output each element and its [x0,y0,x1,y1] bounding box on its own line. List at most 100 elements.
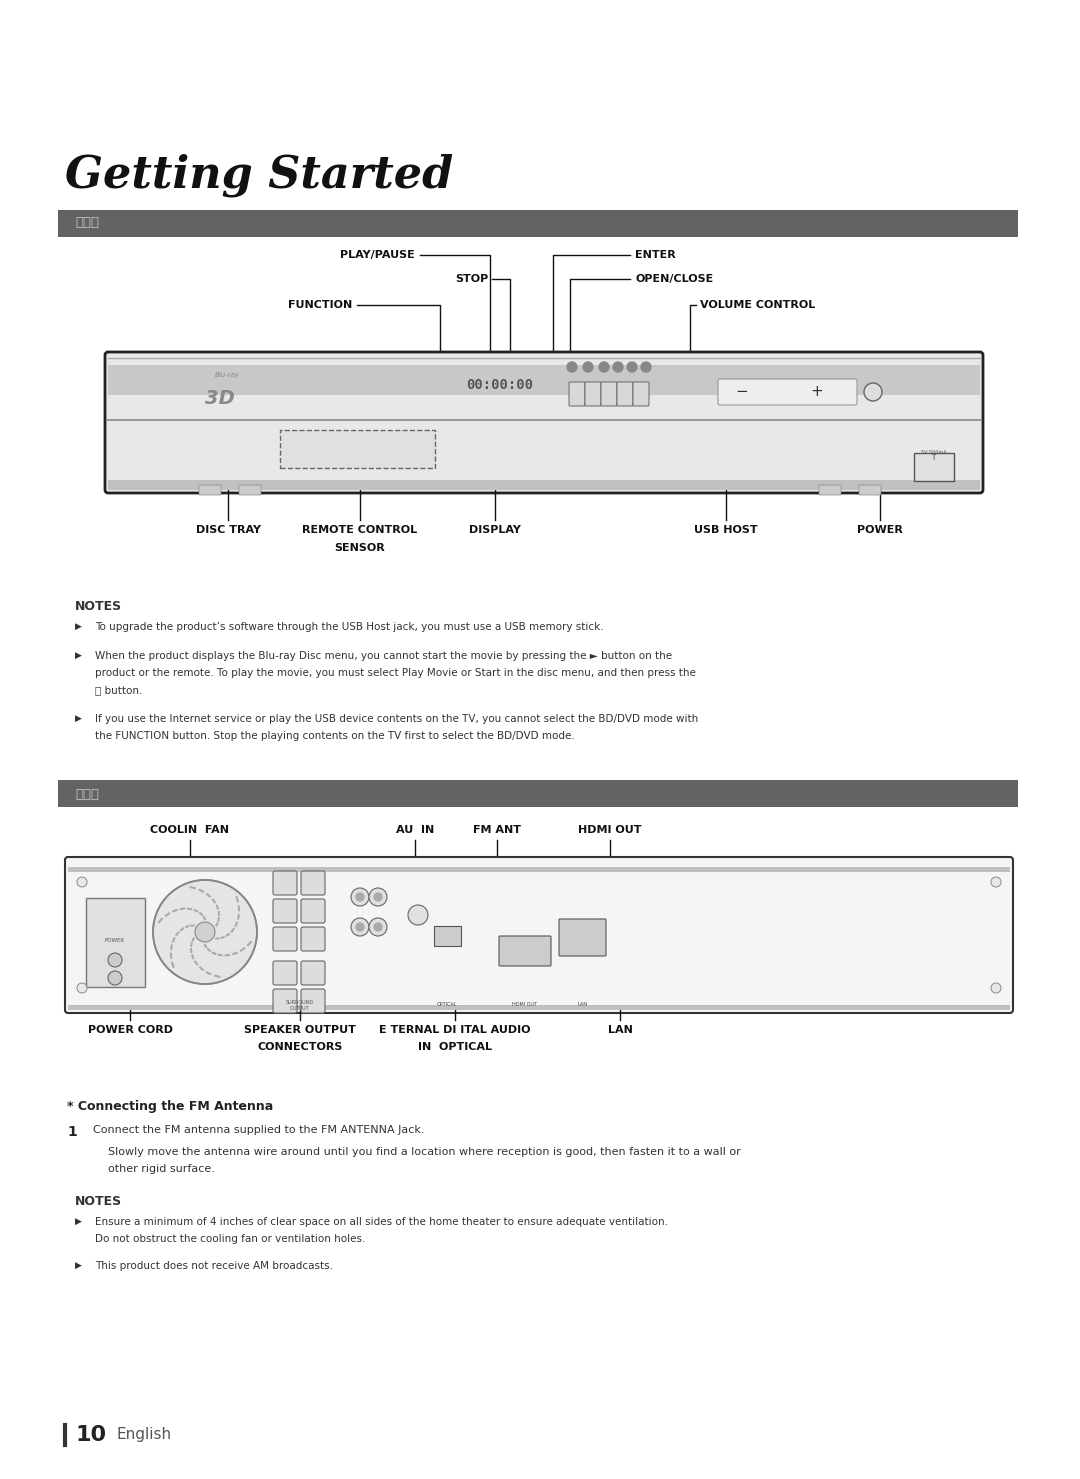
Text: PLAY/PAUSE: PLAY/PAUSE [340,250,415,260]
FancyBboxPatch shape [859,485,881,495]
Text: 前面板: 前面板 [75,216,99,229]
Circle shape [583,362,593,373]
FancyBboxPatch shape [273,899,297,923]
Circle shape [356,923,364,930]
Text: 3D: 3D [205,389,234,408]
Text: To upgrade the product’s software through the USB Host jack, you must use a USB : To upgrade the product’s software throug… [95,623,604,632]
FancyBboxPatch shape [108,365,980,395]
Circle shape [627,362,637,373]
Circle shape [864,383,882,401]
Text: NOTES: NOTES [75,1195,122,1208]
Text: FM ANT: FM ANT [473,825,521,836]
Text: SENSOR: SENSOR [335,543,386,553]
Circle shape [195,921,215,942]
FancyBboxPatch shape [273,927,297,951]
Circle shape [356,893,364,901]
FancyBboxPatch shape [499,936,551,966]
Text: POWER: POWER [858,525,903,535]
Text: DISC TRAY: DISC TRAY [195,525,260,535]
Text: CONNECTORS: CONNECTORS [257,1043,342,1052]
Text: USB HOST: USB HOST [694,525,758,535]
FancyBboxPatch shape [569,382,585,407]
Text: +: + [810,385,823,399]
Bar [58,779,1018,808]
Text: 后面板: 后面板 [75,787,99,800]
Text: ▶: ▶ [75,714,82,723]
Circle shape [991,984,1001,992]
Text: 00:00:00: 00:00:00 [467,379,534,392]
Circle shape [408,905,428,924]
Circle shape [351,887,369,907]
Circle shape [153,880,257,984]
FancyBboxPatch shape [273,871,297,895]
Text: OPTICAL: OPTICAL [436,1001,457,1007]
Text: FUNCTION: FUNCTION [287,300,352,311]
Text: REMOTE CONTROL: REMOTE CONTROL [302,525,418,535]
Text: OPEN/CLOSE: OPEN/CLOSE [635,274,713,284]
Circle shape [567,362,577,373]
Bar [280,430,435,467]
Circle shape [599,362,609,373]
Text: ⓔ button.: ⓔ button. [95,685,143,695]
FancyBboxPatch shape [718,379,858,405]
Circle shape [77,984,87,992]
Bar [68,1006,1010,1010]
FancyBboxPatch shape [239,485,261,495]
FancyBboxPatch shape [633,382,649,407]
Circle shape [374,893,382,901]
FancyBboxPatch shape [434,926,461,947]
Circle shape [369,887,387,907]
FancyBboxPatch shape [819,485,841,495]
Text: HDMI OUT: HDMI OUT [578,825,642,836]
Text: 1: 1 [67,1126,77,1139]
Text: This product does not receive AM broadcasts.: This product does not receive AM broadca… [95,1262,333,1270]
Text: other rigid surface.: other rigid surface. [108,1164,215,1174]
Bar [58,210,1018,237]
Text: product or the remote. To play the movie, you must select Play Movie or Start in: product or the remote. To play the movie… [95,669,696,677]
Text: Blu-ray: Blu-ray [215,373,240,379]
Text: 5V 500mA: 5V 500mA [921,451,947,456]
FancyBboxPatch shape [301,927,325,951]
Circle shape [108,952,122,967]
Text: the FUNCTION button. Stop the playing contents on the TV first to select the BD/: the FUNCTION button. Stop the playing co… [95,731,575,741]
Text: E TERNAL DI ITAL AUDIO: E TERNAL DI ITAL AUDIO [379,1025,530,1035]
Text: Do not obstruct the cooling fan or ventilation holes.: Do not obstruct the cooling fan or venti… [95,1233,365,1244]
Text: SURROUND
OUTPUT: SURROUND OUTPUT [286,1000,314,1010]
Text: STOP: STOP [455,274,488,284]
Text: −: − [735,385,747,399]
Text: HDMI OUT: HDMI OUT [513,1001,538,1007]
FancyBboxPatch shape [273,989,297,1013]
FancyBboxPatch shape [559,918,606,955]
Text: AU  IN: AU IN [396,825,434,836]
Text: SPEAKER OUTPUT: SPEAKER OUTPUT [244,1025,356,1035]
Circle shape [991,877,1001,887]
FancyBboxPatch shape [914,453,954,481]
FancyBboxPatch shape [65,856,1013,1013]
Text: LAN: LAN [608,1025,633,1035]
Circle shape [374,923,382,930]
Text: ▶: ▶ [75,623,82,632]
Text: POWER: POWER [105,938,125,942]
Circle shape [369,918,387,936]
Text: POWER CORD: POWER CORD [87,1025,173,1035]
Text: If you use the Internet service or play the USB device contents on the TV, you c: If you use the Internet service or play … [95,714,699,725]
Circle shape [351,918,369,936]
FancyBboxPatch shape [108,481,980,490]
Circle shape [613,362,623,373]
Text: ENTER: ENTER [635,250,676,260]
Text: Ensure a minimum of 4 inches of clear space on all sides of the home theater to : Ensure a minimum of 4 inches of clear sp… [95,1217,669,1228]
FancyBboxPatch shape [301,871,325,895]
Text: Slowly move the antenna wire around until you find a location where reception is: Slowly move the antenna wire around unti… [108,1148,741,1157]
FancyBboxPatch shape [585,382,600,407]
Text: Getting Started: Getting Started [65,154,454,197]
FancyBboxPatch shape [600,382,617,407]
Text: ▶: ▶ [75,1262,82,1270]
Text: When the product displays the Blu-ray Disc menu, you cannot start the movie by p: When the product displays the Blu-ray Di… [95,651,672,661]
Text: Connect the FM antenna supplied to the FM ANTENNA Jack.: Connect the FM antenna supplied to the F… [93,1126,424,1134]
Text: * Connecting the FM Antenna: * Connecting the FM Antenna [67,1100,273,1114]
Text: ▶: ▶ [75,651,82,660]
FancyBboxPatch shape [105,352,983,493]
FancyBboxPatch shape [617,382,633,407]
FancyBboxPatch shape [86,898,145,986]
Text: COOLIN  FAN: COOLIN FAN [150,825,229,836]
